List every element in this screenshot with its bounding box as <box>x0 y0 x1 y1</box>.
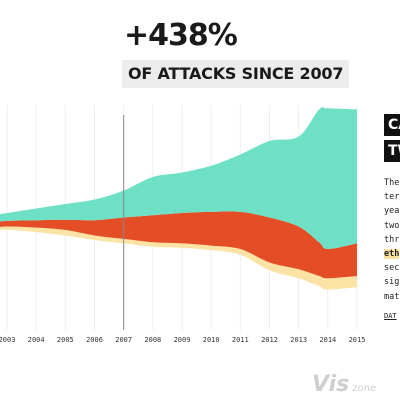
x-axis-ticks: 2003 2004 2005 2006 2007 2008 2009 2010 2011 2012… <box>0 336 365 344</box>
panel-heading-line-1: CA <box>384 114 400 136</box>
panel-text-fragment: mat <box>384 291 400 302</box>
panel-text-fragment: two <box>384 220 400 231</box>
panel-text-line: yea <box>384 204 400 218</box>
x-tick-label-2014: 2014 <box>319 336 336 344</box>
x-tick-label-2013: 2013 <box>290 336 307 344</box>
description-panel: CA TW The ter yea two thr eth sec sig mat DAT <box>384 114 400 320</box>
watermark-part-1: Vis <box>312 372 350 397</box>
x-tick-label-2007: 2007 <box>115 336 132 344</box>
area-series-3 <box>0 226 357 290</box>
data-source-link[interactable]: DAT <box>384 311 397 320</box>
area-series-2 <box>0 211 357 279</box>
panel-text-line: eth <box>384 247 400 261</box>
watermark-part-2: zone <box>352 383 377 394</box>
headline-value: +438% <box>124 18 238 53</box>
panel-text-line: The <box>384 176 400 190</box>
panel-heading-line-2: TW <box>384 140 400 162</box>
x-tick-label-2010: 2010 <box>203 336 220 344</box>
panel-text-fragment: eth <box>384 249 400 260</box>
headline-caption: OF ATTACKS SINCE 2007 <box>122 60 350 88</box>
panel-text-line: two <box>384 219 400 233</box>
x-tick-label-2006: 2006 <box>86 336 103 344</box>
panel-text-fragment: ter <box>384 192 400 203</box>
viszone-watermark: Vis zone <box>312 372 376 397</box>
panel-text-line: ter <box>384 190 400 204</box>
x-tick-label-2011: 2011 <box>232 336 249 344</box>
panel-text-fragment: thr <box>384 234 400 245</box>
panel-body-text: The ter yea two thr eth sec sig mat <box>384 176 400 304</box>
x-tick-label-2008: 2008 <box>144 336 161 344</box>
area-series-1 <box>0 107 357 250</box>
x-tick-label-2003: 2003 <box>0 336 15 344</box>
panel-text-fragment: yea <box>384 206 400 217</box>
panel-text-line: mat <box>384 290 400 304</box>
x-tick-label-2004: 2004 <box>28 336 45 344</box>
panel-text-fragment: The <box>384 178 400 188</box>
panel-text-line: sig <box>384 275 400 289</box>
panel-text-fragment: sig <box>384 277 400 288</box>
panel-text-fragment: sec <box>384 263 400 274</box>
attacks-area-chart: 2003 2004 2005 2006 2007 2008 2009 2010 2011 2012… <box>0 105 365 344</box>
x-tick-label-2005: 2005 <box>57 336 74 344</box>
x-tick-label-2009: 2009 <box>174 336 191 344</box>
x-tick-label-2012: 2012 <box>261 336 278 344</box>
chart-areas <box>0 107 357 290</box>
panel-text-line: thr <box>384 233 400 247</box>
x-tick-label-2015: 2015 <box>349 336 366 344</box>
panel-text-line: sec <box>384 261 400 275</box>
